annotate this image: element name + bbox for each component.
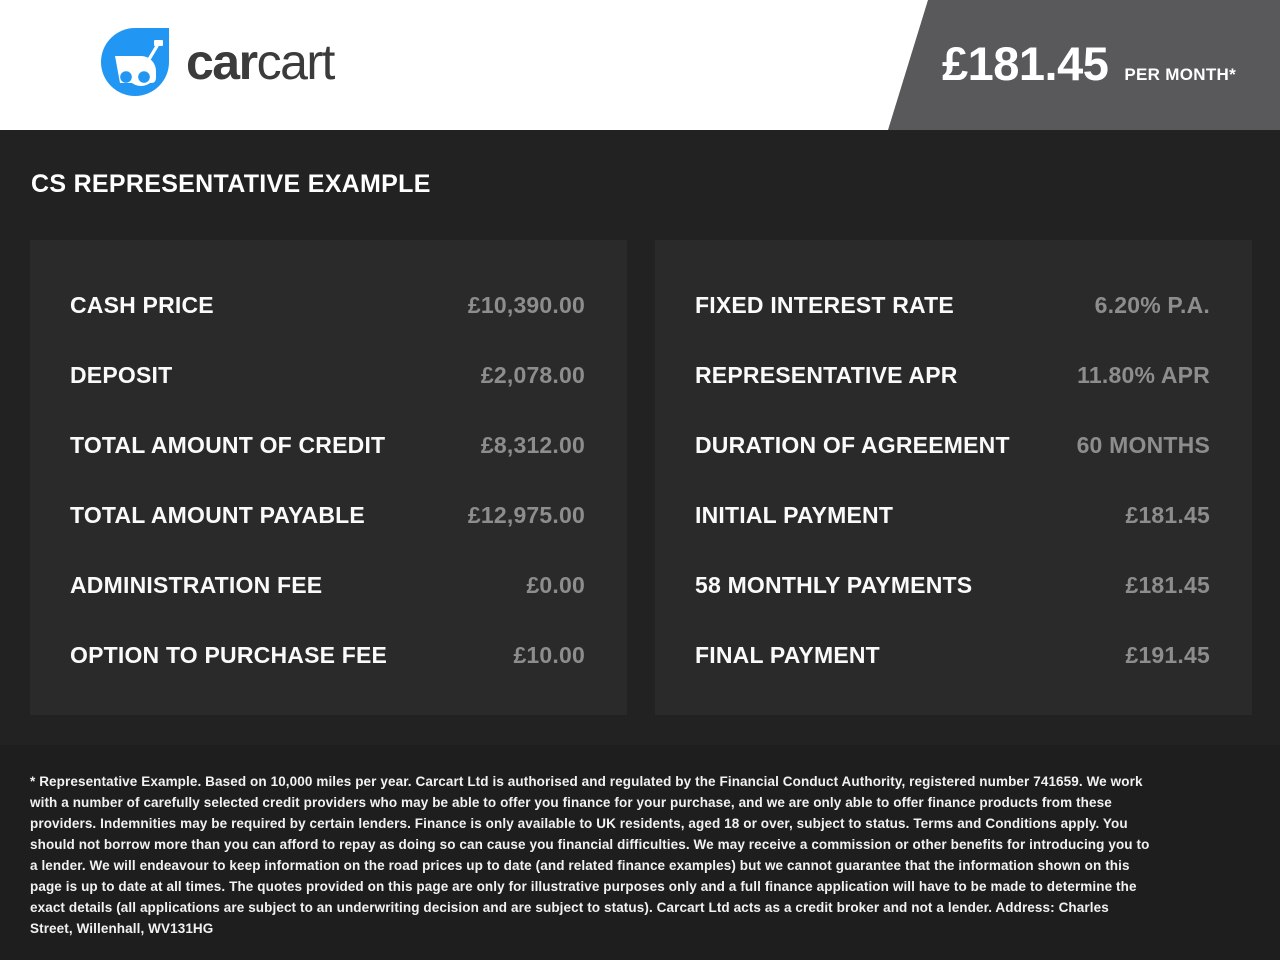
- finance-label: ADMINISTRATION FEE: [70, 571, 323, 598]
- table-row: INITIAL PAYMENT £181.45: [655, 480, 1252, 550]
- footer: * Representative Example. Based on 10,00…: [0, 745, 1280, 960]
- shopping-cart-icon: [101, 28, 169, 96]
- finance-value: 60 MONTHS: [1076, 431, 1210, 458]
- finance-value: £12,975.00: [467, 501, 585, 528]
- table-row: DEPOSIT £2,078.00: [30, 340, 627, 410]
- disclaimer-text: * Representative Example. Based on 10,00…: [30, 774, 1150, 936]
- header-bar: carcart £181.45 PER MONTH*: [0, 0, 1280, 130]
- table-row: CASH PRICE £10,390.00: [30, 270, 627, 340]
- monthly-price-badge: £181.45 PER MONTH*: [888, 0, 1280, 130]
- finance-label: INITIAL PAYMENT: [695, 501, 894, 528]
- monthly-price-amount: £181.45: [942, 37, 1109, 90]
- finance-value: 6.20% P.A.: [1094, 291, 1210, 318]
- finance-panel-right: FIXED INTEREST RATE 6.20% P.A. REPRESENT…: [655, 240, 1252, 715]
- finance-label: DEPOSIT: [70, 361, 173, 388]
- table-row: FIXED INTEREST RATE 6.20% P.A.: [655, 270, 1252, 340]
- table-row: ADMINISTRATION FEE £0.00: [30, 550, 627, 620]
- table-row: OPTION TO PURCHASE FEE £10.00: [30, 620, 627, 690]
- finance-panel-left: CASH PRICE £10,390.00 DEPOSIT £2,078.00 …: [30, 240, 627, 715]
- finance-value: £10.00: [513, 641, 585, 668]
- finance-value: £181.45: [1125, 571, 1210, 598]
- finance-label: TOTAL AMOUNT PAYABLE: [70, 501, 365, 528]
- finance-value: £8,312.00: [480, 431, 585, 458]
- brand-word-car: car: [186, 34, 258, 90]
- finance-label: FINAL PAYMENT: [695, 641, 880, 668]
- table-row: 58 MONTHLY PAYMENTS £181.45: [655, 550, 1252, 620]
- finance-label: 58 MONTHLY PAYMENTS: [695, 571, 973, 598]
- table-row: REPRESENTATIVE APR 11.80% APR: [655, 340, 1252, 410]
- table-row: FINAL PAYMENT £191.45: [655, 620, 1252, 690]
- finance-label: REPRESENTATIVE APR: [695, 361, 958, 388]
- finance-label: TOTAL AMOUNT OF CREDIT: [70, 431, 386, 458]
- carcart-logo[interactable]: carcart: [99, 26, 336, 98]
- monthly-price-period: PER MONTH*: [1124, 65, 1237, 84]
- table-row: DURATION OF AGREEMENT 60 MONTHS: [655, 410, 1252, 480]
- table-row: TOTAL AMOUNT PAYABLE £12,975.00: [30, 480, 627, 550]
- brand-wordmark: carcart: [186, 26, 336, 98]
- finance-label: DURATION OF AGREEMENT: [695, 431, 1010, 458]
- finance-value: £2,078.00: [480, 361, 585, 388]
- finance-label: CASH PRICE: [70, 291, 214, 318]
- finance-value: £191.45: [1125, 641, 1210, 668]
- brand-word-cart: cart: [256, 34, 336, 90]
- finance-value: £10,390.00: [467, 291, 585, 318]
- finance-label: OPTION TO PURCHASE FEE: [70, 641, 388, 668]
- finance-value: £181.45: [1125, 501, 1210, 528]
- table-row: TOTAL AMOUNT OF CREDIT £8,312.00: [30, 410, 627, 480]
- finance-label: FIXED INTEREST RATE: [695, 291, 954, 318]
- page-title: CS REPRESENTATIVE EXAMPLE: [31, 170, 431, 198]
- finance-value: £0.00: [526, 571, 585, 598]
- finance-value: 11.80% APR: [1077, 361, 1210, 388]
